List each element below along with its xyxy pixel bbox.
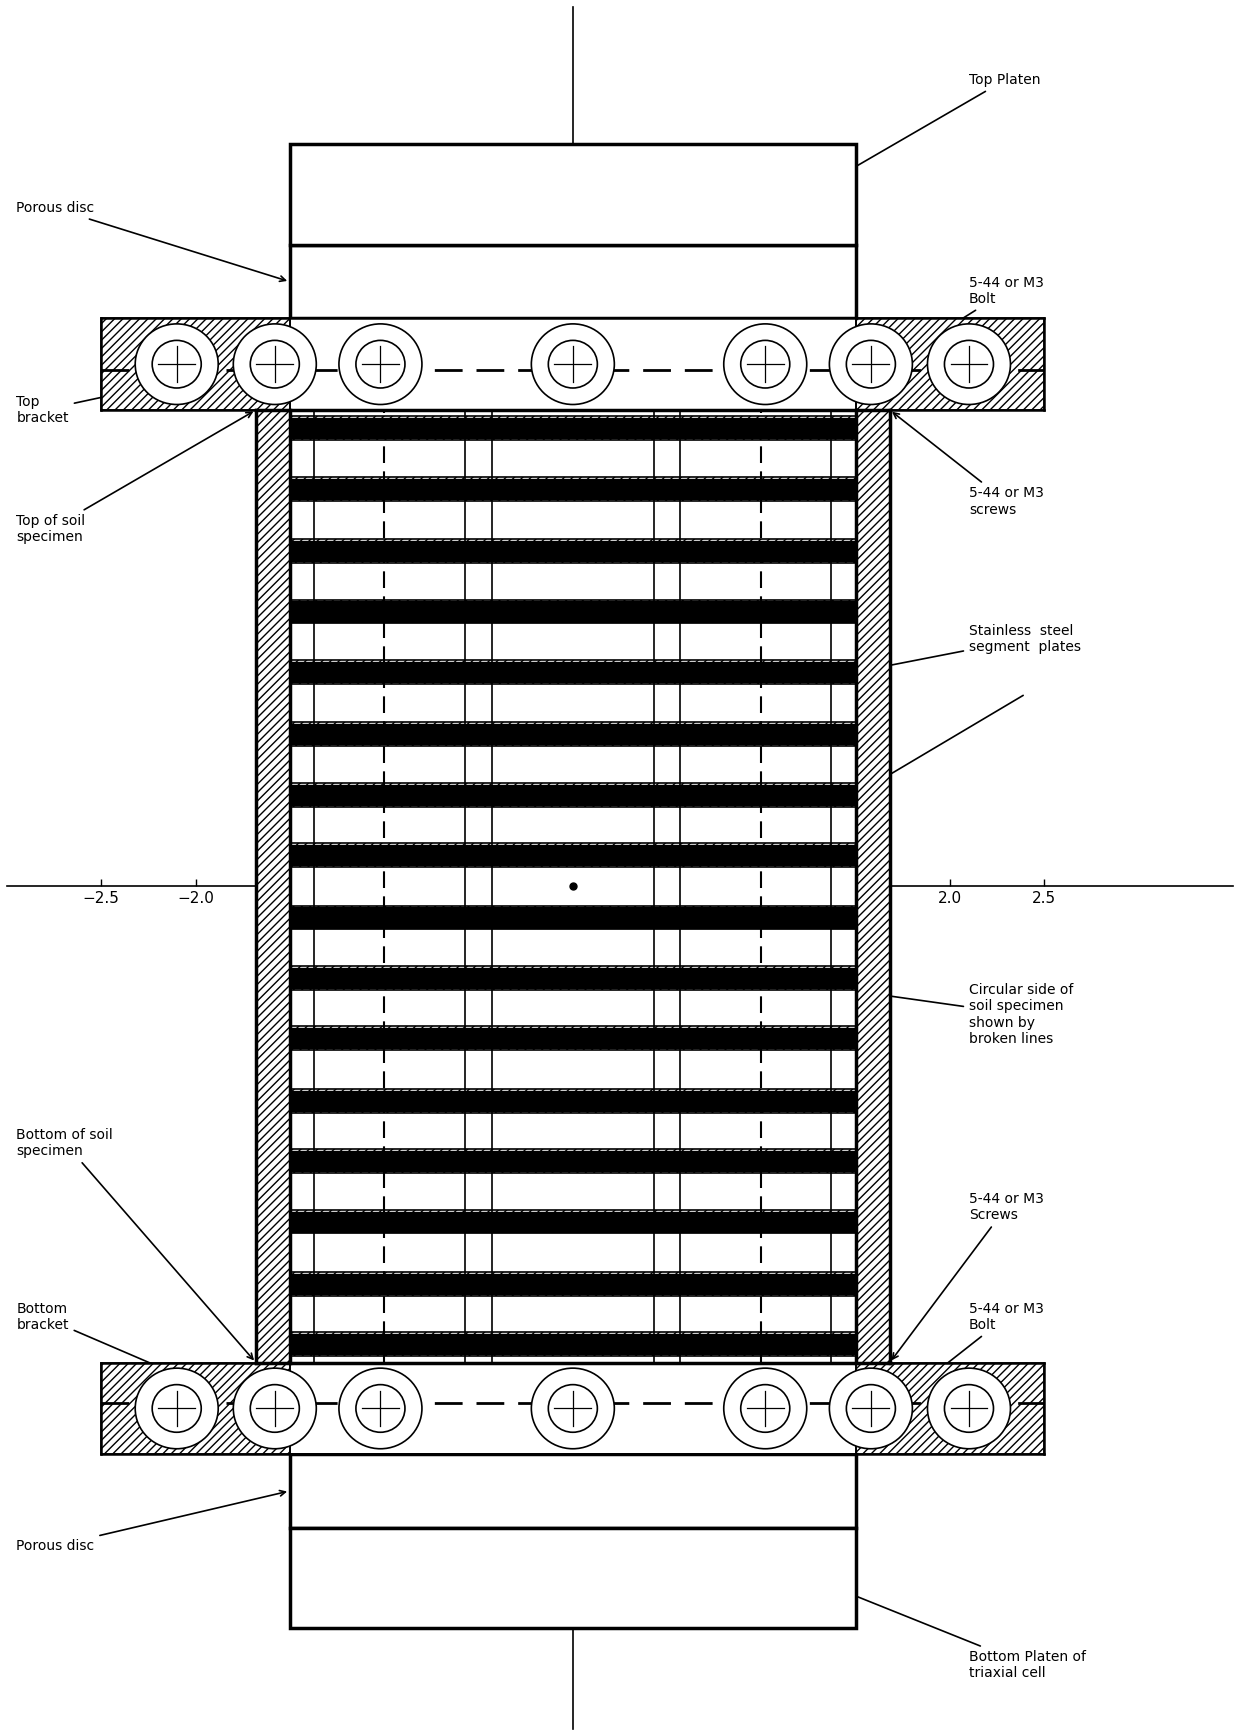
Circle shape: [928, 1368, 1011, 1450]
Text: Stainless  steel
segment  plates: Stainless steel segment plates: [861, 623, 1081, 674]
Text: Circular side of
soil specimen
shown by
broken lines: Circular side of soil specimen shown by …: [766, 977, 1074, 1045]
Circle shape: [153, 1385, 201, 1432]
Bar: [290, 783, 856, 807]
Bar: [290, 318, 856, 410]
Bar: [831, 410, 856, 1363]
Bar: [290, 1210, 856, 1234]
Circle shape: [532, 1368, 614, 1450]
Circle shape: [233, 1368, 316, 1450]
Text: Porous disc: Porous disc: [16, 1491, 285, 1554]
Bar: [315, 410, 465, 1363]
Bar: [290, 1272, 856, 1295]
Bar: [290, 1455, 856, 1528]
Circle shape: [847, 1385, 895, 1432]
Circle shape: [135, 325, 218, 404]
Bar: [290, 245, 856, 318]
Bar: [290, 1528, 856, 1628]
Bar: [290, 906, 856, 929]
Text: 5-44 or M3
screws: 5-44 or M3 screws: [893, 413, 1044, 517]
Circle shape: [740, 1385, 790, 1432]
Circle shape: [339, 325, 422, 404]
Circle shape: [153, 340, 201, 389]
Bar: [290, 477, 856, 500]
Circle shape: [233, 325, 316, 404]
Bar: [102, 318, 1044, 410]
Circle shape: [250, 340, 299, 389]
Circle shape: [356, 340, 405, 389]
Bar: [290, 410, 315, 1363]
Circle shape: [339, 1368, 422, 1450]
Text: Bottom Platen of
triaxial cell: Bottom Platen of triaxial cell: [804, 1575, 1086, 1680]
Bar: [290, 1149, 856, 1174]
Bar: [255, 410, 290, 1363]
Bar: [465, 410, 492, 1363]
Circle shape: [928, 325, 1011, 404]
Circle shape: [356, 1385, 405, 1432]
Bar: [653, 410, 681, 1363]
Bar: [492, 410, 653, 1363]
Bar: [290, 540, 856, 562]
Text: Porous disc: Porous disc: [16, 201, 285, 281]
Bar: [856, 410, 890, 1363]
Bar: [290, 1088, 856, 1113]
Circle shape: [830, 1368, 913, 1450]
Circle shape: [548, 340, 598, 389]
Circle shape: [945, 1385, 993, 1432]
Bar: [290, 599, 856, 623]
Circle shape: [548, 1385, 598, 1432]
Circle shape: [945, 340, 993, 389]
Circle shape: [250, 1385, 299, 1432]
Circle shape: [724, 1368, 807, 1450]
Circle shape: [740, 340, 790, 389]
Text: Top Platen: Top Platen: [804, 73, 1040, 196]
Bar: [290, 1333, 856, 1356]
Text: Bottom
bracket: Bottom bracket: [16, 1302, 252, 1406]
Circle shape: [847, 340, 895, 389]
Text: Top of soil
specimen: Top of soil specimen: [16, 413, 252, 543]
Text: Top
bracket: Top bracket: [16, 363, 252, 425]
Bar: [290, 1363, 856, 1455]
Circle shape: [135, 1368, 218, 1450]
Bar: [290, 1026, 856, 1050]
Text: 5-44 or M3
Bolt: 5-44 or M3 Bolt: [893, 1302, 1044, 1406]
Bar: [102, 1363, 1044, 1455]
Bar: [290, 722, 856, 746]
Circle shape: [724, 325, 807, 404]
Bar: [290, 318, 856, 410]
Circle shape: [532, 325, 614, 404]
Text: 5-44 or M3
Screws: 5-44 or M3 Screws: [893, 1193, 1044, 1359]
Circle shape: [830, 325, 913, 404]
Bar: [290, 417, 856, 441]
Text: Bottom of soil
specimen: Bottom of soil specimen: [16, 1128, 253, 1359]
Bar: [290, 844, 856, 866]
Bar: [290, 660, 856, 684]
Bar: [290, 144, 856, 245]
Bar: [290, 965, 856, 990]
Bar: [681, 410, 831, 1363]
Bar: [290, 1363, 856, 1455]
Text: 5-44 or M3
Bolt: 5-44 or M3 Bolt: [894, 276, 1044, 361]
